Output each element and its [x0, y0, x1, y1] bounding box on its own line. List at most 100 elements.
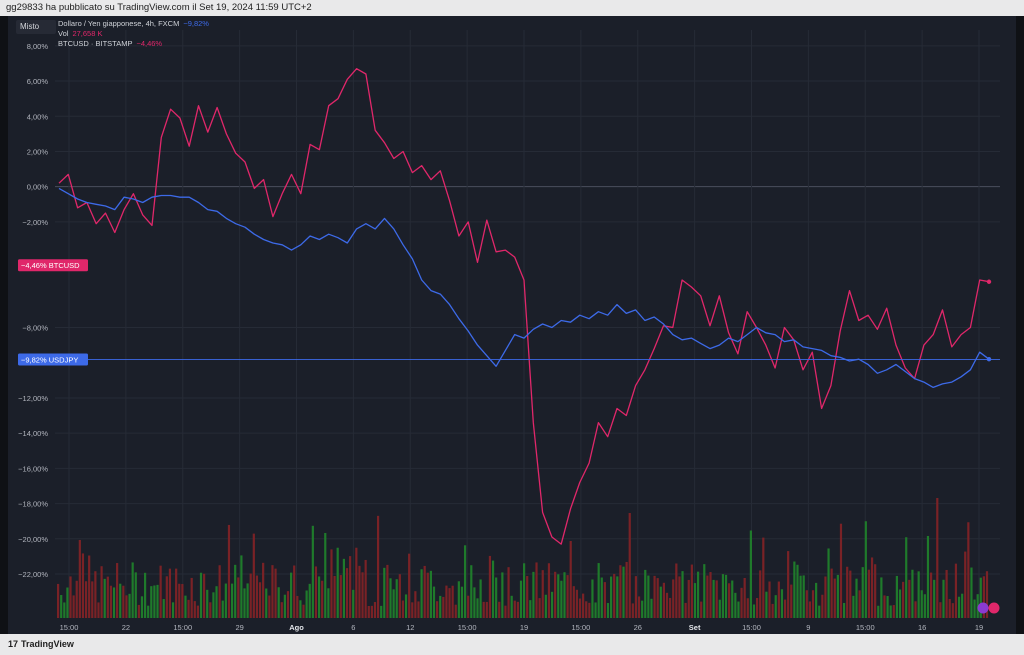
volume-bar	[892, 605, 895, 618]
volume-bar	[271, 565, 274, 618]
volume-bar	[162, 599, 165, 618]
volume-bar	[345, 568, 349, 618]
volume-bar	[923, 594, 926, 618]
volume-bar	[883, 595, 886, 618]
volume-bar	[361, 572, 364, 618]
volume-bar	[265, 588, 268, 618]
volume-bar	[700, 601, 703, 618]
volume-bar	[305, 590, 308, 618]
volume-bar	[190, 577, 193, 618]
volume-bar	[342, 558, 346, 618]
legend-row-btcusd[interactable]: BTCUSD · BITSTAMP −4,46%	[58, 39, 209, 49]
volume-bar	[432, 586, 436, 618]
volume-bar	[103, 578, 106, 618]
volume-bar	[140, 596, 144, 618]
volume-bar	[128, 593, 131, 618]
volume-bar	[597, 563, 600, 618]
volume-bar	[631, 603, 634, 618]
volume-bar	[333, 576, 336, 618]
volume-bar	[187, 599, 190, 618]
volume-bar	[457, 581, 460, 618]
volume-bar	[905, 537, 908, 618]
volume-bar	[839, 523, 843, 618]
volume-bar	[948, 599, 951, 618]
volume-bar	[802, 575, 805, 618]
volume-bar	[482, 601, 485, 618]
volume-bar	[951, 603, 954, 618]
volume-bar	[258, 582, 262, 618]
volume-bar	[554, 571, 557, 618]
volume-bar	[783, 599, 787, 618]
x-tick-label-16: 19	[975, 623, 983, 632]
volume-bar	[467, 595, 470, 618]
volume-bar	[613, 573, 616, 618]
volume-bar	[665, 592, 669, 618]
footer-bar: 17 TradingView	[0, 634, 1024, 655]
volume-bar	[609, 576, 613, 618]
volume-bar	[982, 576, 985, 618]
volume-bar	[811, 590, 815, 618]
volume-bar	[401, 600, 405, 618]
volume-bar	[582, 593, 585, 618]
volume-bar	[933, 579, 936, 618]
volume-bar	[560, 580, 563, 618]
volume-bar	[215, 586, 218, 618]
volume-bar	[84, 581, 88, 618]
volume-bar	[529, 600, 532, 618]
volume-bar	[662, 582, 665, 618]
volume-bar	[703, 564, 706, 618]
volume-bar	[737, 601, 740, 618]
volume-bar	[715, 580, 718, 618]
volume-bar	[296, 595, 299, 618]
volume-bar	[957, 596, 961, 618]
legend-usdjpy-value: −9,82%	[183, 19, 209, 28]
legend-row-usdjpy[interactable]: Dollaro / Yen giapponese, 4h, FXCM −9,82%	[58, 19, 209, 29]
volume-bar	[408, 553, 411, 618]
volume-bar	[771, 603, 774, 618]
volume-bar	[230, 583, 234, 618]
volume-bar	[724, 574, 728, 618]
volume-bar	[687, 579, 690, 618]
volume-bar	[641, 600, 644, 618]
volume-bar	[398, 574, 401, 618]
volume-bar	[516, 601, 519, 618]
volume-bar	[836, 574, 839, 618]
volume-bar	[628, 512, 631, 618]
volume-bar	[81, 553, 85, 618]
volume-bar	[591, 579, 594, 618]
volume-bar	[681, 571, 684, 618]
volume-bar	[417, 601, 420, 618]
volume-bar	[712, 579, 715, 618]
volume-bar	[575, 589, 579, 618]
volume-bar	[961, 593, 964, 618]
volume-bar	[178, 583, 181, 618]
volume-bar	[199, 572, 203, 618]
volume-bar	[799, 575, 802, 618]
volume-bar	[902, 581, 905, 618]
legend-row-volume[interactable]: Vol 27,658 K	[58, 29, 209, 39]
volume-bar	[675, 563, 678, 618]
volume-bar	[911, 569, 914, 618]
volume-bar	[501, 572, 504, 618]
volume-bar	[588, 602, 591, 618]
volume-bar	[728, 583, 731, 618]
tradingview-logo[interactable]: 17 TradingView	[8, 638, 74, 650]
volume-bar	[454, 604, 457, 618]
volume-bar	[920, 590, 923, 618]
volume-bar	[513, 600, 516, 618]
x-tick-label-12: 15:00	[742, 623, 761, 632]
volume-bar	[606, 603, 610, 618]
volume-bar	[57, 583, 60, 618]
volume-bar	[849, 570, 852, 618]
volume-bar	[616, 576, 619, 618]
volume-bar	[967, 522, 970, 618]
volume-bar	[864, 521, 867, 618]
volume-bar	[63, 602, 66, 618]
scale-mode-button[interactable]: Misto	[16, 20, 56, 34]
volume-bar	[867, 569, 871, 618]
volume-bar	[678, 576, 681, 618]
volume-bar	[255, 575, 259, 618]
volume-bar	[908, 579, 911, 618]
volume-bar	[404, 594, 408, 618]
